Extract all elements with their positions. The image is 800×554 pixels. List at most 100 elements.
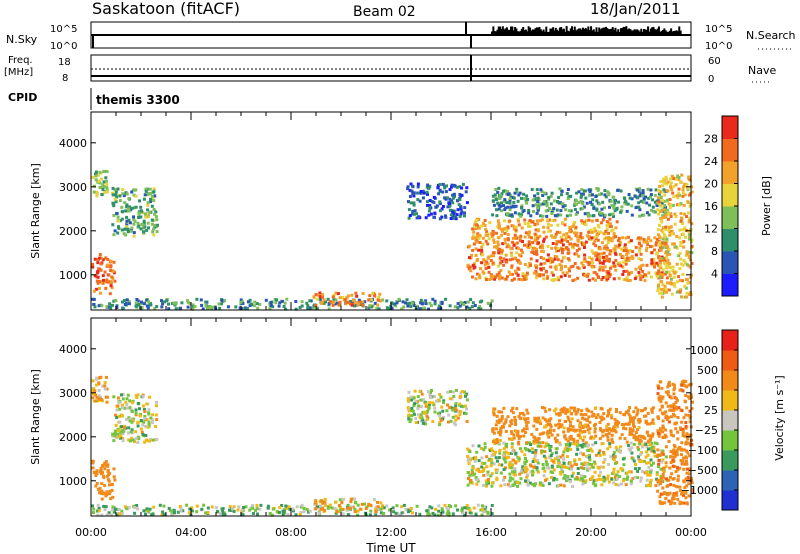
- echo-cell: [411, 511, 414, 515]
- echo-cell: [150, 418, 154, 422]
- echo-cell: [673, 465, 677, 469]
- echo-cell: [658, 275, 662, 279]
- echo-cell: [109, 282, 113, 286]
- echo-cell: [649, 188, 653, 192]
- echo-cell: [463, 411, 466, 415]
- echo-cell: [154, 424, 157, 428]
- echo-cell: [161, 302, 165, 306]
- echo-cell: [668, 198, 672, 202]
- echo-cell: [659, 272, 663, 276]
- echo-cell: [130, 409, 134, 413]
- echo-cell: [636, 418, 640, 422]
- echo-cell: [534, 451, 538, 455]
- echo-cell: [602, 429, 606, 433]
- echo-cell: [592, 242, 596, 246]
- echo-cell: [471, 301, 475, 305]
- echo-cell: [602, 206, 606, 210]
- y-tick-label: 3000: [59, 387, 87, 400]
- nsearch-bar: [633, 29, 636, 35]
- echo-cell: [369, 509, 373, 513]
- echo-cell: [606, 248, 610, 252]
- echo-cell: [562, 233, 566, 237]
- echo-cell: [525, 194, 529, 198]
- echo-cell: [494, 188, 498, 191]
- echo-cell: [632, 442, 636, 446]
- echo-cell: [646, 447, 650, 451]
- echo-cell: [253, 300, 257, 304]
- nsearch-bar: [657, 26, 660, 35]
- echo-cell: [367, 298, 371, 302]
- echo-cell: [98, 253, 102, 257]
- echo-cell: [619, 189, 623, 193]
- echo-cell: [480, 507, 484, 511]
- nsearch-bar: [599, 29, 602, 35]
- echo-cell: [669, 203, 673, 207]
- echo-cell: [503, 238, 507, 241]
- echo-cell: [662, 426, 665, 430]
- echo-cell: [127, 302, 131, 306]
- echo-cell: [535, 239, 539, 243]
- echo-cell: [431, 401, 435, 405]
- echo-cell: [100, 304, 104, 308]
- echo-cell: [656, 384, 660, 388]
- echo-cell: [681, 431, 685, 435]
- echo-cell: [605, 270, 609, 273]
- echo-cell: [668, 408, 672, 412]
- echo-cell: [621, 457, 625, 461]
- echo-cell: [520, 204, 524, 208]
- echo-cell: [468, 511, 472, 514]
- echo-cell: [516, 218, 520, 222]
- nsearch-bar: [649, 28, 652, 35]
- echo-cell: [456, 416, 460, 420]
- echo-cell: [549, 417, 553, 421]
- echo-cell: [505, 258, 509, 262]
- echo-cell: [688, 228, 692, 232]
- echo-cell: [498, 449, 502, 453]
- echo-cell: [671, 269, 675, 272]
- echo-cell: [123, 201, 127, 205]
- echo-cell: [612, 232, 616, 236]
- echo-cell: [690, 251, 694, 255]
- echo-cell: [495, 214, 499, 218]
- echo-cell: [611, 440, 615, 444]
- echo-cell: [510, 266, 514, 270]
- echo-cell: [146, 208, 150, 212]
- echo-cell: [515, 187, 519, 191]
- echo-cell: [98, 279, 102, 283]
- echo-cell: [631, 250, 635, 254]
- echo-cell: [558, 419, 562, 423]
- echo-cell: [186, 300, 190, 304]
- echo-cell: [502, 457, 506, 461]
- echo-cell: [680, 490, 684, 494]
- echo-cell: [569, 424, 572, 428]
- echo-cell: [135, 396, 139, 399]
- echo-cell: [587, 278, 591, 282]
- echo-cell: [592, 206, 596, 210]
- echo-cell: [597, 451, 601, 455]
- echo-cell: [568, 226, 572, 229]
- echo-cell: [327, 301, 331, 305]
- echo-cell: [489, 232, 493, 236]
- echo-cell: [507, 463, 511, 467]
- echo-cell: [538, 483, 542, 487]
- echo-cell: [606, 438, 610, 442]
- echo-cell: [559, 268, 563, 272]
- echo-cell: [107, 479, 111, 483]
- echo-cell: [532, 209, 535, 213]
- echo-cell: [474, 476, 478, 480]
- echo-cell: [511, 240, 515, 244]
- echo-cell: [450, 406, 454, 410]
- echo-cell: [570, 417, 574, 421]
- echo-cell: [656, 432, 660, 435]
- echo-cell: [641, 469, 644, 473]
- echo-cell: [204, 511, 208, 515]
- echo-cell: [545, 443, 549, 447]
- echo-cell: [660, 460, 664, 464]
- echo-cell: [438, 414, 442, 418]
- echo-cell: [597, 225, 601, 229]
- echo-cell: [679, 244, 683, 248]
- echo-cell: [448, 188, 452, 191]
- echo-cell: [653, 236, 657, 240]
- echo-cell: [458, 413, 462, 417]
- echo-cell: [641, 270, 645, 273]
